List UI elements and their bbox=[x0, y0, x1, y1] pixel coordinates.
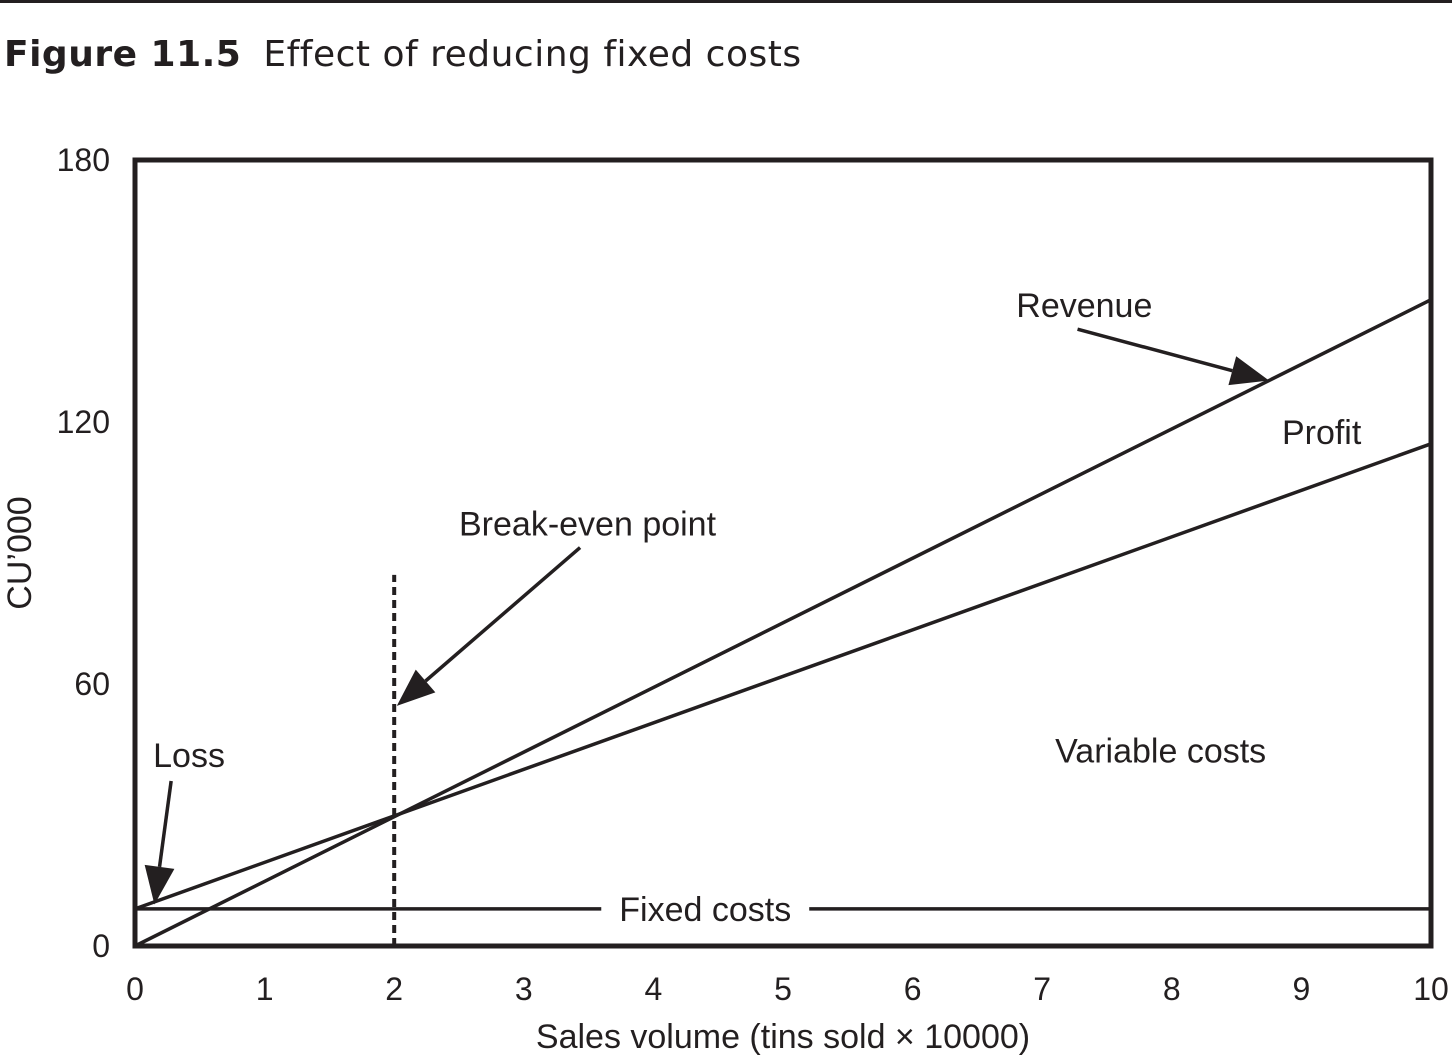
x-tick-label: 7 bbox=[1033, 971, 1051, 1007]
top-rule bbox=[0, 0, 1452, 3]
revenue-label: Revenue bbox=[1016, 287, 1152, 325]
y-tick-label: 0 bbox=[92, 928, 110, 964]
series-1-line bbox=[134, 442, 1432, 911]
fixed-costs-label: Fixed costs bbox=[619, 891, 791, 929]
profit-label: Profit bbox=[1282, 414, 1362, 452]
break-even-point-arrow-head bbox=[396, 669, 436, 706]
revenue-arrow-head bbox=[1228, 356, 1269, 386]
variable-costs-label: Variable costs bbox=[1055, 733, 1266, 771]
y-tick-label: 180 bbox=[57, 142, 110, 178]
break-even-point-arrow-shaft bbox=[424, 546, 582, 683]
y-tick-label: 60 bbox=[74, 666, 110, 702]
break-even-point-label: Break-even point bbox=[459, 506, 717, 544]
x-tick-label: 2 bbox=[385, 971, 403, 1007]
x-tick-label: 9 bbox=[1293, 971, 1311, 1007]
revenue-arrow-shaft bbox=[1077, 327, 1233, 373]
figure-title: Figure 11.5 Effect of reducing fixed cost… bbox=[4, 34, 802, 75]
figure-caption: Effect of reducing fixed costs bbox=[263, 34, 802, 75]
fixed-costs-label-bg bbox=[601, 890, 810, 929]
y-tick-label: 120 bbox=[57, 404, 110, 440]
x-tick-label: 5 bbox=[774, 971, 792, 1007]
x-tick-label: 4 bbox=[645, 971, 663, 1007]
figure-number: Figure 11.5 bbox=[4, 34, 242, 75]
x-tick-label: 1 bbox=[256, 971, 274, 1007]
x-tick-label: 3 bbox=[515, 971, 533, 1007]
loss-arrow-head bbox=[144, 864, 175, 905]
x-axis-label: Sales volume (tins sold × 10000) bbox=[536, 1018, 1030, 1056]
x-tick-label: 6 bbox=[904, 971, 922, 1007]
plot-frame bbox=[132, 157, 1434, 949]
x-tick-label: 8 bbox=[1163, 971, 1181, 1007]
x-tick-label: 10 bbox=[1413, 971, 1449, 1007]
revenue-line bbox=[134, 298, 1432, 948]
loss-label: Loss bbox=[153, 737, 225, 775]
loss-arrow-shaft bbox=[157, 780, 173, 868]
x-tick-label: 0 bbox=[126, 971, 144, 1007]
y-axis-label: CU’000 bbox=[1, 496, 39, 609]
